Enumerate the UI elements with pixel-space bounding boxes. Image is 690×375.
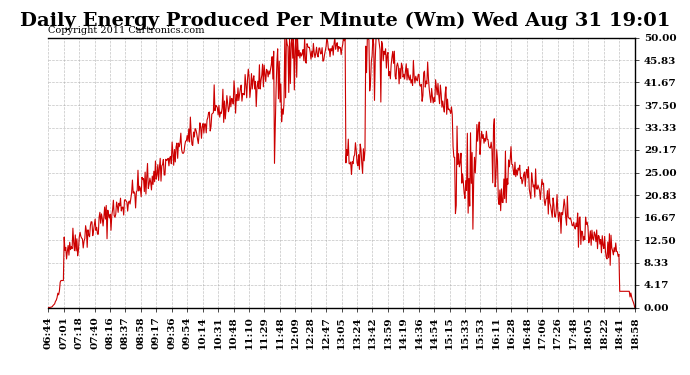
Text: Daily Energy Produced Per Minute (Wm) Wed Aug 31 19:01: Daily Energy Produced Per Minute (Wm) We… <box>20 11 670 30</box>
Text: Copyright 2011 Cartronics.com: Copyright 2011 Cartronics.com <box>48 26 205 35</box>
